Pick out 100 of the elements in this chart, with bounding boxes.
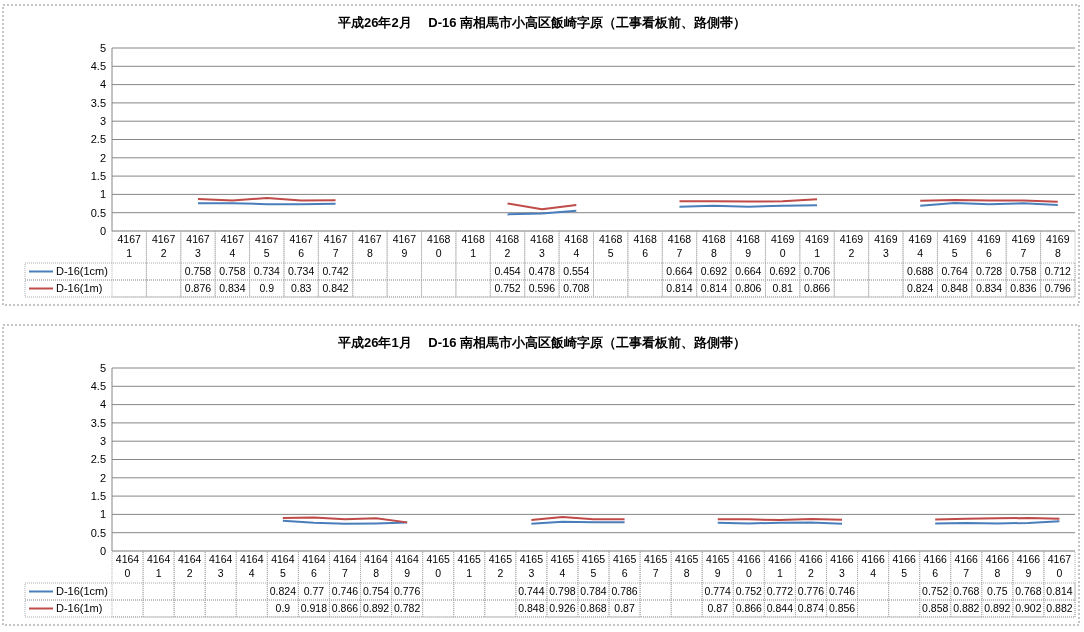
y-tick-label: 1 — [99, 508, 106, 521]
legend-label: D-16(1cm) — [56, 585, 108, 598]
x-tick-label: 41676 — [289, 233, 313, 259]
data-label: 0.9 — [275, 602, 291, 615]
data-label: 0.772 — [766, 585, 794, 598]
data-label: 0.742 — [322, 265, 349, 278]
y-tick-label: 2.5 — [90, 133, 106, 146]
data-label: 0.75 — [987, 585, 1008, 598]
data-label: 0.892 — [362, 602, 390, 615]
x-tick-label: 41655 — [581, 553, 606, 579]
x-tick-label: 41660 — [737, 553, 761, 579]
data-label: 0.866 — [803, 282, 831, 295]
x-tick-label: 41697 — [1011, 233, 1036, 259]
data-label: 0.814 — [1046, 585, 1073, 598]
x-tick-label: 41654 — [550, 553, 575, 579]
data-label: 0.868 — [580, 602, 607, 615]
data-label: 0.758 — [219, 265, 246, 278]
data-label: 0.776 — [393, 585, 421, 598]
data-label: 0.814 — [666, 282, 693, 295]
data-label: 0.554 — [563, 265, 590, 278]
data-label: 0.768 — [1015, 585, 1042, 598]
x-tick-label: 41682 — [495, 233, 520, 259]
data-label: 0.848 — [941, 282, 968, 295]
data-label: 0.734 — [288, 265, 315, 278]
legend-label: D-16(1m) — [56, 602, 103, 615]
x-tick-label: 41673 — [186, 233, 210, 259]
x-tick-label: 41687 — [667, 233, 692, 259]
y-tick-label: 4.5 — [90, 380, 106, 393]
data-label: 0.882 — [1046, 602, 1073, 615]
data-label: 0.834 — [975, 282, 1003, 295]
data-label: 0.814 — [700, 282, 728, 295]
y-tick-label: 0 — [99, 224, 106, 237]
data-label: 0.786 — [611, 585, 638, 598]
data-label: 0.81 — [772, 282, 794, 295]
x-tick-label: 41659 — [706, 553, 730, 579]
data-label: 0.874 — [797, 602, 825, 615]
data-label: 0.776 — [797, 585, 825, 598]
x-tick-label: 41644 — [240, 553, 264, 579]
x-tick-label: 41670 — [1047, 553, 1072, 579]
x-tick-label: 41690 — [770, 233, 795, 259]
y-tick-label: 2 — [99, 471, 106, 484]
x-tick-label: 41669 — [1016, 553, 1041, 579]
data-label: 0.9 — [259, 282, 275, 295]
data-label: 0.856 — [828, 602, 856, 615]
x-tick-label: 41663 — [830, 553, 854, 579]
data-label: 0.77 — [303, 585, 325, 598]
data-label: 0.764 — [941, 265, 968, 278]
x-tick-label: 41674 — [220, 233, 245, 259]
x-tick-label: 41658 — [675, 553, 699, 579]
x-tick-label: 41694 — [908, 233, 933, 259]
data-label: 0.866 — [331, 602, 359, 615]
data-label: 0.902 — [1015, 602, 1042, 615]
x-tick-label: 41648 — [364, 553, 388, 579]
data-label: 0.478 — [528, 265, 556, 278]
data-label: 0.692 — [700, 265, 728, 278]
y-tick-label: 3.5 — [90, 416, 106, 429]
y-tick-label: 4 — [99, 78, 106, 91]
x-tick-label: 41662 — [799, 553, 823, 579]
x-tick-label: 41693 — [874, 233, 898, 259]
data-label: 0.758 — [1010, 265, 1037, 278]
y-tick-label: 4.5 — [90, 60, 106, 73]
data-label: 0.806 — [735, 282, 762, 295]
x-tick-label: 41679 — [392, 233, 417, 259]
y-tick-label: 3.5 — [90, 96, 106, 109]
x-tick-label: 41685 — [599, 233, 623, 259]
data-label: 0.454 — [494, 265, 521, 278]
data-label: 0.664 — [735, 265, 762, 278]
y-tick-label: 3 — [99, 435, 106, 448]
legend-label: D-16(1cm) — [56, 265, 108, 278]
data-label: 0.796 — [1044, 282, 1072, 295]
y-tick-label: 0.5 — [90, 206, 106, 219]
y-tick-label: 0.5 — [90, 526, 106, 539]
y-tick-label: 2 — [99, 151, 106, 164]
x-tick-label: 41666 — [923, 553, 948, 579]
chart-title: 平成26年1月 D-16 南相馬市小高区飯崎字原（工事看板前、路側帯） — [336, 335, 747, 350]
x-tick-label: 41642 — [177, 553, 202, 579]
chart-title: 平成26年2月 D-16 南相馬市小高区飯崎字原（工事看板前、路側帯） — [336, 15, 747, 30]
x-tick-label: 41652 — [488, 553, 513, 579]
data-label: 0.842 — [322, 282, 349, 295]
x-tick-label: 41665 — [892, 553, 916, 579]
data-label: 0.844 — [766, 602, 794, 615]
data-label: 0.918 — [300, 602, 328, 615]
data-label: 0.746 — [828, 585, 856, 598]
data-label: 0.688 — [907, 265, 934, 278]
data-label: 0.834 — [219, 282, 246, 295]
x-tick-label: 41688 — [702, 233, 726, 259]
data-label: 0.758 — [184, 265, 212, 278]
data-label: 0.596 — [528, 282, 556, 295]
x-tick-label: 41653 — [519, 553, 544, 579]
x-tick-label: 41691 — [805, 233, 829, 259]
x-tick-label: 41640 — [115, 553, 140, 579]
data-label: 0.858 — [922, 602, 949, 615]
data-label: 0.692 — [769, 265, 796, 278]
data-label: 0.746 — [331, 585, 359, 598]
x-tick-label: 41672 — [151, 233, 176, 259]
x-tick-label: 41651 — [457, 553, 482, 579]
data-label: 0.836 — [1010, 282, 1037, 295]
x-tick-label: 41683 — [530, 233, 554, 259]
x-tick-label: 41649 — [395, 553, 419, 579]
x-tick-label: 41689 — [736, 233, 761, 259]
